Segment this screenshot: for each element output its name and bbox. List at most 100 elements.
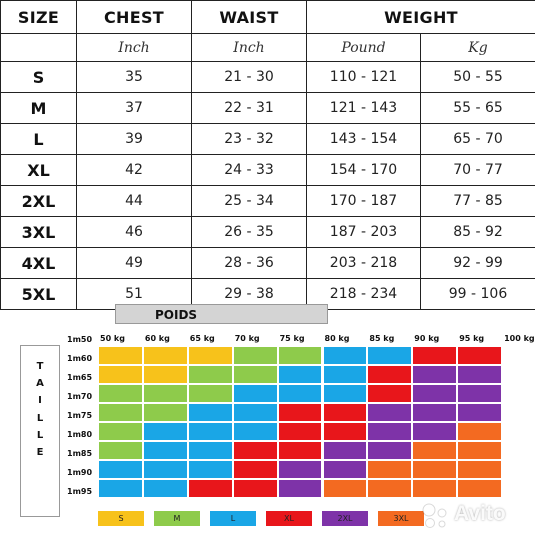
x-tick-label: 65 kg xyxy=(189,334,215,343)
x-tick-label: 100 kg xyxy=(504,334,535,343)
grid-cell xyxy=(322,346,368,365)
grid-cell xyxy=(322,441,368,460)
grid-cell xyxy=(277,384,323,403)
value-cell: 203 - 218 xyxy=(306,247,421,279)
x-tick-label: 85 kg xyxy=(369,334,395,343)
taille-letter: L xyxy=(36,429,44,441)
value-cell: 24 - 33 xyxy=(191,154,307,186)
value-cell: 28 - 36 xyxy=(191,247,307,279)
y-tick-label: 1m70 xyxy=(67,392,93,401)
value-cell: 70 - 77 xyxy=(420,154,535,186)
unit-chest: Inch xyxy=(76,33,192,62)
header-size: SIZE xyxy=(0,0,77,34)
x-tick-label: 80 kg xyxy=(324,334,350,343)
grid-cell xyxy=(187,479,233,498)
grid-cell xyxy=(457,346,503,365)
table-row: L 39 23 - 32 143 - 154 65 - 70 xyxy=(0,123,535,155)
header-weight: WEIGHT xyxy=(306,0,535,34)
legend-item: 2XL xyxy=(322,511,368,526)
legend-item: XL xyxy=(266,511,312,526)
grid-cell xyxy=(98,346,143,365)
grid-cell xyxy=(322,403,368,422)
size-cell: M xyxy=(0,92,77,124)
value-cell: 55 - 65 xyxy=(420,92,535,124)
size-cell: L xyxy=(0,123,77,155)
grid-cell xyxy=(187,422,233,441)
grid-cell xyxy=(367,346,413,365)
grid-cell xyxy=(277,479,323,498)
grid-cell xyxy=(187,441,233,460)
grid-cell xyxy=(142,479,188,498)
grid-cell xyxy=(457,384,503,403)
grid-cell xyxy=(142,403,188,422)
grid-cell xyxy=(187,346,233,365)
grid-cell xyxy=(98,460,143,479)
grid-cell xyxy=(412,422,458,441)
value-cell: 170 - 187 xyxy=(306,185,421,217)
taille-letter: L xyxy=(36,412,44,424)
grid-cell xyxy=(457,403,503,422)
grid-cell xyxy=(277,346,323,365)
grid-cell xyxy=(187,403,233,422)
grid-cell xyxy=(457,479,503,498)
table-row: M 37 22 - 31 121 - 143 55 - 65 xyxy=(0,92,535,124)
value-cell: 85 - 92 xyxy=(420,216,535,248)
grid-cell xyxy=(98,403,143,422)
size-cell: S xyxy=(0,61,77,93)
value-cell: 42 xyxy=(76,154,192,186)
y-tick-label: 1m90 xyxy=(67,468,93,477)
x-tick-label: 70 kg xyxy=(234,334,260,343)
value-cell: 65 - 70 xyxy=(420,123,535,155)
value-cell: 22 - 31 xyxy=(191,92,307,124)
size-cell: 4XL xyxy=(0,247,77,279)
grid-cell xyxy=(232,346,278,365)
taille-letter: A xyxy=(36,378,44,390)
grid-cell xyxy=(457,441,503,460)
value-cell: 37 xyxy=(76,92,192,124)
value-cell: 77 - 85 xyxy=(420,185,535,217)
grid-cell xyxy=(322,365,368,384)
units-row: Inch Inch Pound Kg xyxy=(0,33,535,62)
grid-cell xyxy=(322,479,368,498)
grid-cell xyxy=(457,422,503,441)
grid-cell xyxy=(412,441,458,460)
value-cell: 110 - 121 xyxy=(306,61,421,93)
grid-cell xyxy=(142,422,188,441)
grid-cell xyxy=(142,441,188,460)
size-cell: 2XL xyxy=(0,185,77,217)
grid-cell xyxy=(232,403,278,422)
grid-cell xyxy=(367,403,413,422)
y-tick-label: 1m60 xyxy=(67,354,93,363)
grid-cell xyxy=(322,384,368,403)
table-row: 2XL 44 25 - 34 170 - 187 77 - 85 xyxy=(0,185,535,217)
value-cell: 143 - 154 xyxy=(306,123,421,155)
grid-cell xyxy=(98,384,143,403)
header-chest: CHEST xyxy=(76,0,192,34)
grid-cell xyxy=(457,365,503,384)
unit-pound: Pound xyxy=(306,33,421,62)
grid-cell xyxy=(277,422,323,441)
grid-cell xyxy=(142,346,188,365)
table-row: XL 42 24 - 33 154 - 170 70 - 77 xyxy=(0,154,535,186)
value-cell: 25 - 34 xyxy=(191,185,307,217)
grid-cell xyxy=(367,460,413,479)
grid-cell xyxy=(232,384,278,403)
taille-letter: I xyxy=(38,395,42,407)
grid-cell xyxy=(142,460,188,479)
y-tick-label: 1m50 xyxy=(67,335,93,344)
unit-empty xyxy=(0,33,77,62)
value-cell: 46 xyxy=(76,216,192,248)
chart-title-poids: POIDS xyxy=(115,304,328,324)
value-cell: 99 - 106 xyxy=(420,278,535,310)
grid-cell xyxy=(142,384,188,403)
grid-cell xyxy=(232,460,278,479)
grid-cell xyxy=(277,441,323,460)
value-cell: 50 - 55 xyxy=(420,61,535,93)
value-cell: 26 - 35 xyxy=(191,216,307,248)
x-tick-label: 90 kg xyxy=(414,334,440,343)
grid-cell xyxy=(98,479,143,498)
value-cell: 92 - 99 xyxy=(420,247,535,279)
table-row: S 35 21 - 30 110 - 121 50 - 55 xyxy=(0,61,535,93)
